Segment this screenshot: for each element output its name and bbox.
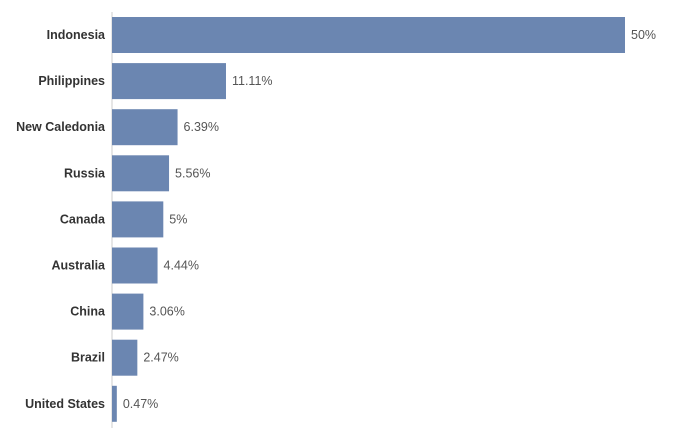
category-label-china: China <box>70 305 106 319</box>
bar-china <box>112 293 144 330</box>
bar-russia <box>112 155 170 192</box>
value-label-china: 3.06% <box>149 305 184 319</box>
value-label-indonesia: 50% <box>631 28 656 42</box>
bar-canada <box>112 201 164 238</box>
value-label-brazil: 2.47% <box>143 351 178 365</box>
category-label-russia: Russia <box>64 166 106 180</box>
value-label-new-caledonia: 6.39% <box>184 120 219 134</box>
category-label-australia: Australia <box>52 259 107 273</box>
bar-indonesia <box>112 17 625 53</box>
bar-united-states <box>112 385 117 422</box>
value-label-united-states: 0.47% <box>123 397 158 411</box>
bars-group: Indonesia 50% Philippines 11.11% New Caledon… <box>16 17 656 422</box>
category-label-philippines: Philippines <box>38 74 105 88</box>
category-label-indonesia: Indonesia <box>47 28 106 42</box>
category-label-new-caledonia: New Caledonia <box>16 120 106 134</box>
category-label-brazil: Brazil <box>71 351 105 365</box>
bar-australia <box>112 247 158 284</box>
value-label-russia: 5.56% <box>175 166 210 180</box>
bar-new-caledonia <box>112 109 178 146</box>
category-label-united-states: United States <box>25 397 105 411</box>
category-label-canada: Canada <box>60 212 106 226</box>
value-label-australia: 4.44% <box>164 259 199 273</box>
bar-philippines <box>112 63 226 100</box>
value-label-canada: 5% <box>169 212 187 226</box>
bar-brazil <box>112 339 138 376</box>
value-label-philippines: 11.11% <box>232 74 273 88</box>
